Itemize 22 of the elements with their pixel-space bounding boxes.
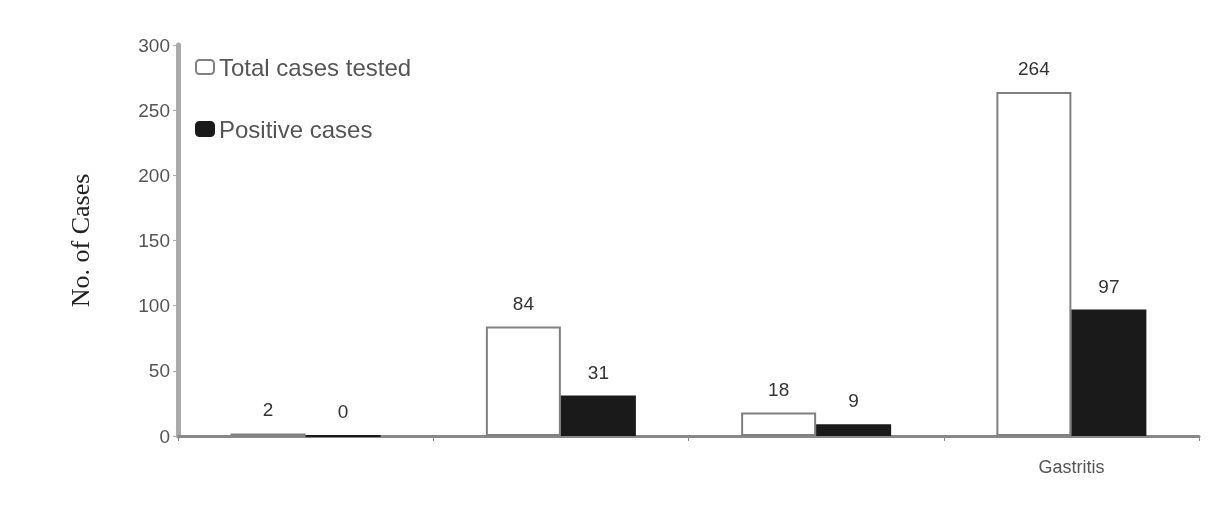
data-label: 0 xyxy=(337,401,349,422)
y-tick-label: 0 xyxy=(159,425,170,447)
data-label: 84 xyxy=(512,292,535,314)
data-label: 18 xyxy=(768,378,790,400)
bar xyxy=(1071,309,1147,436)
data-label: 2 xyxy=(262,399,274,421)
data-label: 31 xyxy=(587,361,609,383)
y-axis-title: No. of Cases xyxy=(65,173,95,308)
data-label: 9 xyxy=(848,390,859,412)
y-tick-label: 150 xyxy=(138,230,170,251)
y-tick-label: 50 xyxy=(148,360,170,382)
y-tick-label: 250 xyxy=(138,99,170,121)
y-tick-label: 100 xyxy=(138,295,170,317)
y-tick-label: 200 xyxy=(138,164,170,186)
bar xyxy=(560,395,636,436)
legend-label: Total cases tested xyxy=(219,53,412,81)
data-label: 264 xyxy=(1018,57,1051,79)
data-label: 97 xyxy=(1098,275,1120,297)
y-tick-label: 300 xyxy=(138,34,170,56)
x-tick-label: Gastritis xyxy=(1038,457,1105,477)
legend-label: Positive cases xyxy=(219,115,373,143)
bar xyxy=(816,424,892,436)
